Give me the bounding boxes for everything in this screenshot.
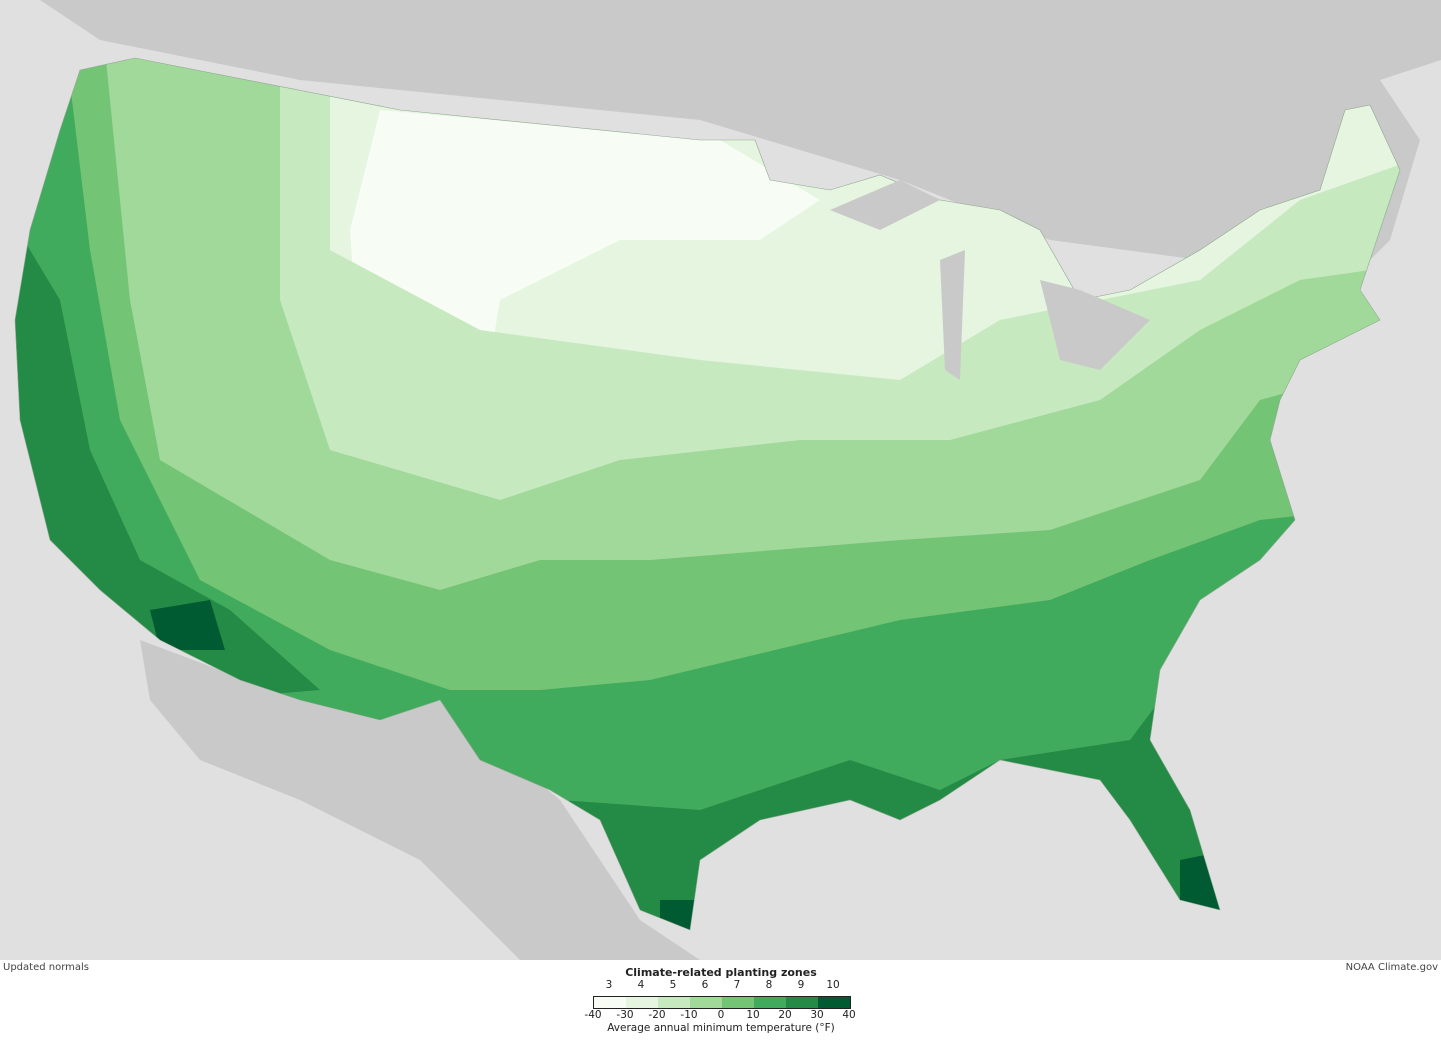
tick-label: -10 (680, 1009, 698, 1021)
tick-label: -20 (648, 1009, 666, 1021)
mexico-land (140, 640, 700, 960)
legend: Climate-related planting zones 3 4 5 6 7 8 9 10… (580, 966, 862, 1034)
zone-swatch (658, 997, 690, 1008)
tick-label: 20 (778, 1009, 792, 1021)
zone-swatch (818, 997, 850, 1008)
tick-label: 0 (717, 1009, 725, 1021)
zone-label: 3 (605, 979, 613, 991)
legend-title: Climate-related planting zones (625, 966, 817, 979)
color-scale-bar (593, 996, 851, 1009)
tick-label: 30 (810, 1009, 824, 1021)
tick-label: -30 (616, 1009, 634, 1021)
us-outline (14, 57, 1401, 931)
zone-label: 8 (765, 979, 773, 991)
updated-normals-note: Updated normals (3, 962, 89, 973)
temperature-ticks: -40 -30 -20 -10 0 10 20 30 40 (584, 1009, 855, 1022)
zone-label: 5 (669, 979, 677, 991)
zone-label: 6 (701, 979, 709, 991)
zone-label: 7 (733, 979, 741, 991)
great-lakes (830, 180, 1150, 380)
zone-label: 9 (797, 979, 805, 991)
zone-swatch (786, 997, 818, 1008)
tick-label: -40 (584, 1009, 602, 1021)
zone-9 (15, 200, 1400, 930)
zone-labels: 3 4 5 6 7 8 9 10 (580, 979, 862, 992)
planting-zone-map (0, 0, 1441, 960)
zone-label: 4 (637, 979, 645, 991)
credit-label: NOAA Climate.gov (1345, 962, 1438, 973)
zone-swatch (594, 997, 626, 1008)
zone-swatch (626, 997, 658, 1008)
zone-swatch (754, 997, 786, 1008)
canada-land (0, 0, 1441, 300)
legend-axis-label: Average annual minimum temperature (°F) (607, 1022, 835, 1034)
zone-label: 10 (826, 979, 840, 991)
tick-label: 40 (842, 1009, 856, 1021)
zone-swatch (722, 997, 754, 1008)
zone-swatch (690, 997, 722, 1008)
tick-label: 10 (746, 1009, 760, 1021)
